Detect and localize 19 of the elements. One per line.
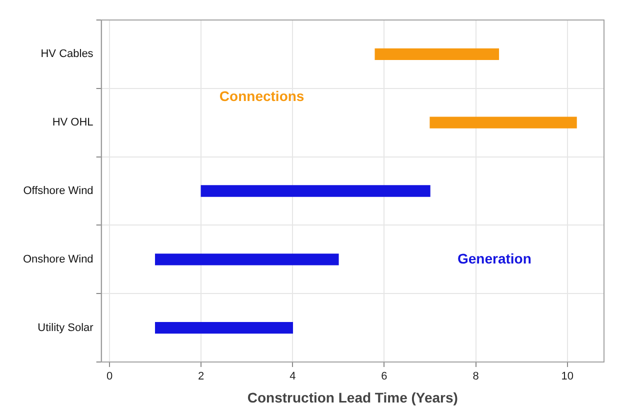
bar bbox=[374, 48, 500, 60]
bar bbox=[155, 322, 294, 334]
y-tick-label: HV OHL bbox=[52, 116, 94, 129]
x-tick-label: 2 bbox=[198, 370, 204, 383]
y-tick-label: Offshore Wind bbox=[23, 185, 94, 198]
bar bbox=[200, 185, 430, 197]
text: Generation bbox=[457, 250, 532, 266]
x-tick-label: 10 bbox=[561, 370, 574, 383]
x-tick-label: 4 bbox=[290, 370, 296, 383]
x-tick-label: 8 bbox=[472, 370, 479, 383]
text: Connections bbox=[219, 88, 304, 104]
y-tick-label: Onshore Wind bbox=[22, 253, 94, 266]
y-tick-label: HV Cables bbox=[40, 48, 94, 60]
x-tick-label: 6 bbox=[381, 370, 388, 383]
x-tick-label: 0 bbox=[106, 370, 113, 383]
bar bbox=[430, 116, 577, 128]
x-axis-title: Construction Lead Time (Years) bbox=[247, 389, 458, 406]
y-tick-label: Utility Solar bbox=[38, 322, 94, 334]
bar bbox=[155, 254, 339, 266]
